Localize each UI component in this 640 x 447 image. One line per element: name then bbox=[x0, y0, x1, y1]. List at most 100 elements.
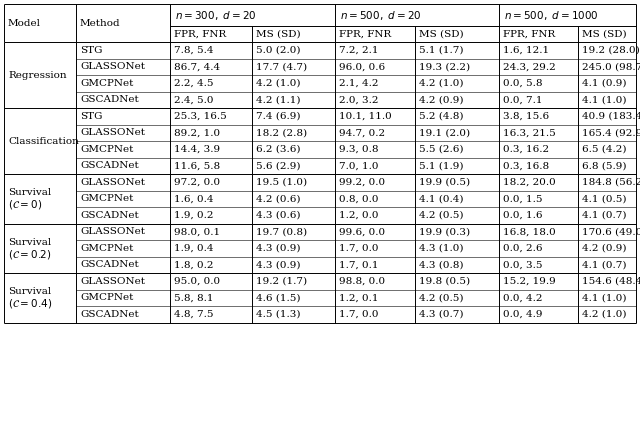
Text: 4.3 (0.9): 4.3 (0.9) bbox=[256, 244, 301, 253]
Text: MS (SD): MS (SD) bbox=[582, 30, 627, 38]
Text: 4.2 (0.5): 4.2 (0.5) bbox=[419, 211, 463, 220]
Text: 98.8, 0.0: 98.8, 0.0 bbox=[339, 277, 385, 286]
Text: GMCPNet: GMCPNet bbox=[80, 293, 133, 302]
Text: 98.0, 0.1: 98.0, 0.1 bbox=[174, 227, 220, 236]
Text: 4.3 (0.8): 4.3 (0.8) bbox=[419, 260, 463, 269]
Text: 19.7 (0.8): 19.7 (0.8) bbox=[256, 227, 307, 236]
Text: 0.0, 2.6: 0.0, 2.6 bbox=[503, 244, 543, 253]
Text: 94.7, 0.2: 94.7, 0.2 bbox=[339, 128, 385, 137]
Text: MS (SD): MS (SD) bbox=[419, 30, 463, 38]
Text: 40.9 (183.4): 40.9 (183.4) bbox=[582, 112, 640, 121]
Text: 4.8, 7.5: 4.8, 7.5 bbox=[174, 310, 214, 319]
Text: 24.3, 29.2: 24.3, 29.2 bbox=[503, 62, 556, 71]
Text: GSCADNet: GSCADNet bbox=[80, 95, 139, 104]
Text: 2.0, 3.2: 2.0, 3.2 bbox=[339, 95, 378, 104]
Text: 4.1 (1.0): 4.1 (1.0) bbox=[582, 293, 627, 302]
Text: Survival: Survival bbox=[8, 238, 51, 247]
Text: 18.2 (2.8): 18.2 (2.8) bbox=[256, 128, 307, 137]
Text: 9.3, 0.8: 9.3, 0.8 bbox=[339, 145, 378, 154]
Text: 95.0, 0.0: 95.0, 0.0 bbox=[174, 277, 220, 286]
Text: GSCADNet: GSCADNet bbox=[80, 310, 139, 319]
Text: 4.3 (0.6): 4.3 (0.6) bbox=[256, 211, 301, 220]
Text: 5.6 (2.9): 5.6 (2.9) bbox=[256, 161, 301, 170]
Text: 5.5 (2.6): 5.5 (2.6) bbox=[419, 145, 463, 154]
Text: $n = 500,\ d = 1000$: $n = 500,\ d = 1000$ bbox=[504, 8, 599, 21]
Text: GMCPNet: GMCPNet bbox=[80, 194, 133, 203]
Text: 86.7, 4.4: 86.7, 4.4 bbox=[174, 62, 220, 71]
Text: 4.2 (0.9): 4.2 (0.9) bbox=[582, 244, 627, 253]
Text: 2.1, 4.2: 2.1, 4.2 bbox=[339, 79, 378, 88]
Text: STG: STG bbox=[80, 46, 102, 55]
Text: GLASSONet: GLASSONet bbox=[80, 277, 145, 286]
Text: 1.6, 12.1: 1.6, 12.1 bbox=[503, 46, 549, 55]
Text: Regression: Regression bbox=[8, 71, 67, 80]
Text: GMCPNet: GMCPNet bbox=[80, 244, 133, 253]
Text: 7.4 (6.9): 7.4 (6.9) bbox=[256, 112, 301, 121]
Text: GSCADNet: GSCADNet bbox=[80, 260, 139, 269]
Text: 0.0, 4.2: 0.0, 4.2 bbox=[503, 293, 543, 302]
Text: 3.8, 15.6: 3.8, 15.6 bbox=[503, 112, 549, 121]
Text: 89.2, 1.0: 89.2, 1.0 bbox=[174, 128, 220, 137]
Text: 1.9, 0.2: 1.9, 0.2 bbox=[174, 211, 214, 220]
Text: 0.0, 7.1: 0.0, 7.1 bbox=[503, 95, 543, 104]
Text: 0.0, 3.5: 0.0, 3.5 bbox=[503, 260, 543, 269]
Text: 16.3, 21.5: 16.3, 21.5 bbox=[503, 128, 556, 137]
Text: 4.3 (0.9): 4.3 (0.9) bbox=[256, 260, 301, 269]
Text: FPR, FNR: FPR, FNR bbox=[174, 30, 227, 38]
Text: 1.2, 0.0: 1.2, 0.0 bbox=[339, 211, 378, 220]
Text: 10.1, 11.0: 10.1, 11.0 bbox=[339, 112, 392, 121]
Text: 4.3 (1.0): 4.3 (1.0) bbox=[419, 244, 463, 253]
Text: FPR, FNR: FPR, FNR bbox=[503, 30, 556, 38]
Text: 1.8, 0.2: 1.8, 0.2 bbox=[174, 260, 214, 269]
Text: 4.1 (0.5): 4.1 (0.5) bbox=[582, 194, 627, 203]
Text: 0.0, 1.6: 0.0, 1.6 bbox=[503, 211, 543, 220]
Text: 5.0 (2.0): 5.0 (2.0) bbox=[256, 46, 301, 55]
Text: 2.2, 4.5: 2.2, 4.5 bbox=[174, 79, 214, 88]
Text: GMCPNet: GMCPNet bbox=[80, 79, 133, 88]
Text: 5.2 (4.8): 5.2 (4.8) bbox=[419, 112, 463, 121]
Text: 2.4, 5.0: 2.4, 5.0 bbox=[174, 95, 214, 104]
Text: 4.6 (1.5): 4.6 (1.5) bbox=[256, 293, 301, 302]
Text: 4.5 (1.3): 4.5 (1.3) bbox=[256, 310, 301, 319]
Text: 1.9, 0.4: 1.9, 0.4 bbox=[174, 244, 214, 253]
Text: 4.1 (0.9): 4.1 (0.9) bbox=[582, 79, 627, 88]
Text: 14.4, 3.9: 14.4, 3.9 bbox=[174, 145, 220, 154]
Text: 1.7, 0.1: 1.7, 0.1 bbox=[339, 260, 378, 269]
Text: 97.2, 0.0: 97.2, 0.0 bbox=[174, 178, 220, 187]
Text: 0.0, 5.8: 0.0, 5.8 bbox=[503, 79, 543, 88]
Text: 165.4 (92.9): 165.4 (92.9) bbox=[582, 128, 640, 137]
Text: 0.3, 16.2: 0.3, 16.2 bbox=[503, 145, 549, 154]
Text: 4.2 (0.6): 4.2 (0.6) bbox=[256, 194, 301, 203]
Text: 184.8 (56.2): 184.8 (56.2) bbox=[582, 178, 640, 187]
Text: 4.2 (0.5): 4.2 (0.5) bbox=[419, 293, 463, 302]
Text: 96.0, 0.6: 96.0, 0.6 bbox=[339, 62, 385, 71]
Text: 15.2, 19.9: 15.2, 19.9 bbox=[503, 277, 556, 286]
Text: 5.8, 8.1: 5.8, 8.1 bbox=[174, 293, 214, 302]
Text: 4.1 (0.7): 4.1 (0.7) bbox=[582, 260, 627, 269]
Text: 19.5 (1.0): 19.5 (1.0) bbox=[256, 178, 307, 187]
Text: 0.8, 0.0: 0.8, 0.0 bbox=[339, 194, 378, 203]
Text: 4.2 (1.0): 4.2 (1.0) bbox=[419, 79, 463, 88]
Text: 1.7, 0.0: 1.7, 0.0 bbox=[339, 310, 378, 319]
Text: GLASSONet: GLASSONet bbox=[80, 178, 145, 187]
Text: 4.1 (0.4): 4.1 (0.4) bbox=[419, 194, 463, 203]
Text: 19.8 (0.5): 19.8 (0.5) bbox=[419, 277, 470, 286]
Text: ($\mathcal{C} = 0.2$): ($\mathcal{C} = 0.2$) bbox=[8, 248, 52, 261]
Text: 25.3, 16.5: 25.3, 16.5 bbox=[174, 112, 227, 121]
Text: 19.9 (0.3): 19.9 (0.3) bbox=[419, 227, 470, 236]
Text: 6.2 (3.6): 6.2 (3.6) bbox=[256, 145, 301, 154]
Text: 18.2, 20.0: 18.2, 20.0 bbox=[503, 178, 556, 187]
Text: 19.9 (0.5): 19.9 (0.5) bbox=[419, 178, 470, 187]
Text: 6.8 (5.9): 6.8 (5.9) bbox=[582, 161, 627, 170]
Text: 7.2, 2.1: 7.2, 2.1 bbox=[339, 46, 378, 55]
Text: 4.2 (1.1): 4.2 (1.1) bbox=[256, 95, 301, 104]
Text: 19.1 (2.0): 19.1 (2.0) bbox=[419, 128, 470, 137]
Text: $n = 300,\ d = 20$: $n = 300,\ d = 20$ bbox=[175, 8, 257, 21]
Text: 4.3 (0.7): 4.3 (0.7) bbox=[419, 310, 463, 319]
Text: 154.6 (48.4): 154.6 (48.4) bbox=[582, 277, 640, 286]
Text: Survival: Survival bbox=[8, 188, 51, 197]
Text: 0.3, 16.8: 0.3, 16.8 bbox=[503, 161, 549, 170]
Text: Classification: Classification bbox=[8, 136, 79, 146]
Text: GLASSONet: GLASSONet bbox=[80, 227, 145, 236]
Text: GSCADNet: GSCADNet bbox=[80, 211, 139, 220]
